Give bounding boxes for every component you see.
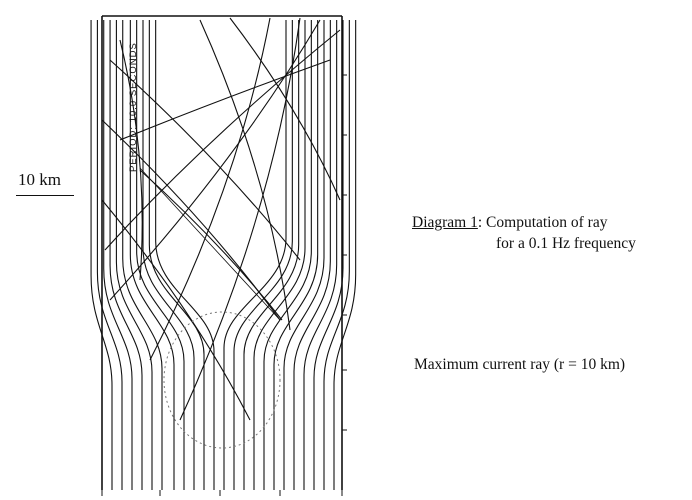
- caption-label: Diagram 1: [412, 214, 478, 231]
- ray-path: [109, 59, 301, 261]
- ray-path: [223, 20, 287, 490]
- ray-path: [101, 199, 251, 421]
- plot-annotations: [139, 167, 281, 449]
- scale-bar: [16, 195, 74, 196]
- ray-path: [323, 20, 350, 490]
- ray-path: [253, 20, 306, 490]
- ray-path: [103, 20, 133, 490]
- max-current-circle: [163, 311, 281, 449]
- ray-path: [199, 19, 291, 331]
- ray-path: [233, 20, 293, 490]
- ray-path: [333, 20, 357, 490]
- ray-path: [243, 20, 300, 490]
- ray-path: [119, 59, 331, 141]
- max-current-label: Maximum current ray (r = 10 km): [414, 356, 626, 373]
- ray-path: [179, 17, 301, 421]
- ray-path: [303, 20, 338, 490]
- caption-line-1: Computation of ray: [486, 214, 608, 231]
- ray-path: [273, 20, 319, 490]
- ray-path: [119, 39, 143, 281]
- ray-path: [96, 20, 123, 490]
- ray-path: [142, 20, 195, 490]
- ray-path: [149, 17, 271, 361]
- ray-path: [263, 20, 312, 490]
- ray-path: [139, 169, 283, 321]
- plot-frame: [101, 15, 343, 490]
- ray-path: [155, 20, 215, 490]
- ray-path: [136, 20, 185, 490]
- scale-label: 10 km: [18, 170, 61, 189]
- caption-separator: :: [477, 214, 487, 231]
- diagram-caption: Diagram 1: Computation of ray for a 0.1 …: [412, 212, 636, 254]
- ray-path: [109, 20, 143, 490]
- ray-path: [129, 20, 175, 490]
- caption-line-2: for a 0.1 Hz frequency: [496, 235, 636, 252]
- ray-path: [313, 20, 344, 490]
- period-leader-line: [139, 167, 281, 321]
- ray-path: [229, 17, 341, 201]
- ray-paths: [90, 17, 357, 490]
- ray-path: [104, 29, 341, 251]
- ray-path: [293, 20, 331, 490]
- period-label: PERIOD: 10.0 SECONDS: [128, 42, 139, 172]
- ray-path: [283, 20, 325, 490]
- ray-path: [90, 20, 113, 490]
- ray-path: [109, 19, 321, 301]
- ray-path: [122, 20, 163, 490]
- ray-path: [115, 20, 153, 490]
